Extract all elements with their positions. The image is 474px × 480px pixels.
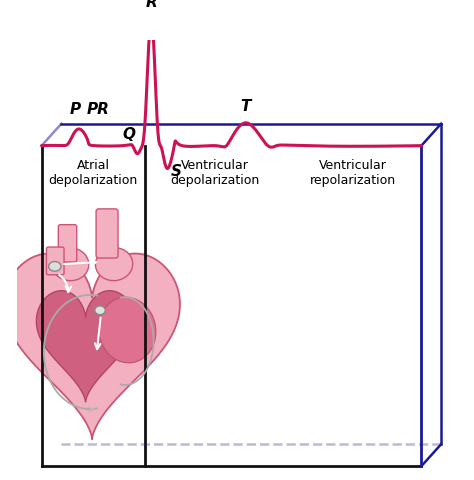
FancyBboxPatch shape <box>58 225 77 262</box>
Polygon shape <box>36 291 135 402</box>
FancyBboxPatch shape <box>46 247 64 275</box>
Text: PR: PR <box>87 102 109 117</box>
Text: P: P <box>70 102 81 117</box>
Polygon shape <box>4 253 180 439</box>
FancyBboxPatch shape <box>96 209 118 258</box>
Ellipse shape <box>49 262 61 271</box>
Text: Q: Q <box>122 127 135 142</box>
Text: Ventricular
repolarization: Ventricular repolarization <box>310 159 396 187</box>
Text: Ventricular
depolarization: Ventricular depolarization <box>171 159 260 187</box>
Text: Atrial
depolarization: Atrial depolarization <box>49 159 138 187</box>
Text: R: R <box>146 0 157 10</box>
Text: S: S <box>170 164 181 179</box>
Ellipse shape <box>99 297 156 363</box>
Text: T: T <box>241 99 251 114</box>
Ellipse shape <box>95 248 133 281</box>
Ellipse shape <box>95 306 105 315</box>
Ellipse shape <box>52 248 89 281</box>
